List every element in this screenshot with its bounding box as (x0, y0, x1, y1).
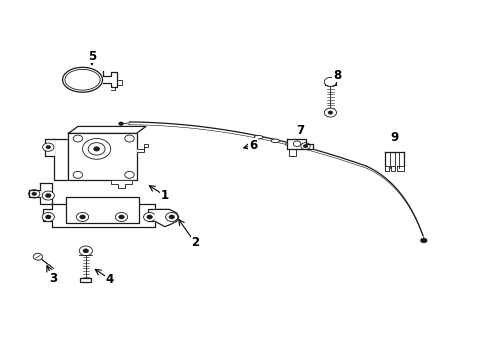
Text: 4: 4 (105, 273, 114, 286)
Polygon shape (110, 180, 132, 188)
Polygon shape (45, 139, 54, 156)
Circle shape (88, 143, 105, 155)
Polygon shape (68, 126, 145, 133)
Text: 6: 6 (248, 139, 257, 152)
Circle shape (45, 193, 51, 198)
Text: 5: 5 (88, 50, 96, 63)
Text: 8: 8 (332, 69, 341, 82)
Polygon shape (136, 144, 148, 152)
Circle shape (73, 135, 82, 142)
Bar (324, 81, 335, 85)
Bar (80, 278, 91, 282)
Circle shape (293, 141, 300, 147)
Circle shape (42, 191, 54, 200)
Polygon shape (286, 139, 312, 149)
Circle shape (324, 77, 336, 86)
Ellipse shape (285, 143, 293, 146)
Circle shape (119, 215, 124, 219)
Circle shape (168, 215, 174, 219)
Circle shape (327, 111, 332, 114)
Circle shape (303, 144, 307, 148)
Text: 3: 3 (49, 272, 58, 285)
Circle shape (83, 249, 88, 253)
Circle shape (165, 212, 178, 221)
Circle shape (143, 212, 156, 221)
Circle shape (33, 253, 42, 260)
Polygon shape (68, 133, 136, 180)
Ellipse shape (270, 139, 279, 143)
Circle shape (124, 171, 134, 178)
Circle shape (45, 215, 51, 219)
Ellipse shape (62, 67, 102, 92)
Circle shape (82, 139, 110, 159)
Polygon shape (40, 184, 155, 227)
Text: 1: 1 (160, 189, 168, 202)
Circle shape (119, 122, 123, 125)
Circle shape (73, 171, 82, 178)
Polygon shape (155, 210, 179, 227)
Circle shape (124, 135, 134, 142)
Text: 2: 2 (191, 237, 199, 249)
Circle shape (28, 190, 40, 198)
Circle shape (115, 212, 127, 221)
Polygon shape (28, 190, 40, 197)
Circle shape (80, 215, 85, 219)
Text: 7: 7 (295, 125, 304, 138)
Circle shape (32, 192, 37, 195)
Circle shape (146, 215, 152, 219)
Ellipse shape (254, 135, 262, 139)
Circle shape (94, 147, 99, 151)
Circle shape (46, 145, 51, 149)
Circle shape (79, 246, 92, 256)
Polygon shape (288, 149, 296, 156)
Circle shape (300, 143, 309, 150)
Circle shape (42, 212, 54, 221)
Text: 9: 9 (390, 131, 398, 144)
Circle shape (76, 212, 88, 221)
Circle shape (420, 238, 426, 243)
Bar (66, 197, 139, 223)
Circle shape (42, 143, 54, 151)
Circle shape (324, 108, 336, 117)
